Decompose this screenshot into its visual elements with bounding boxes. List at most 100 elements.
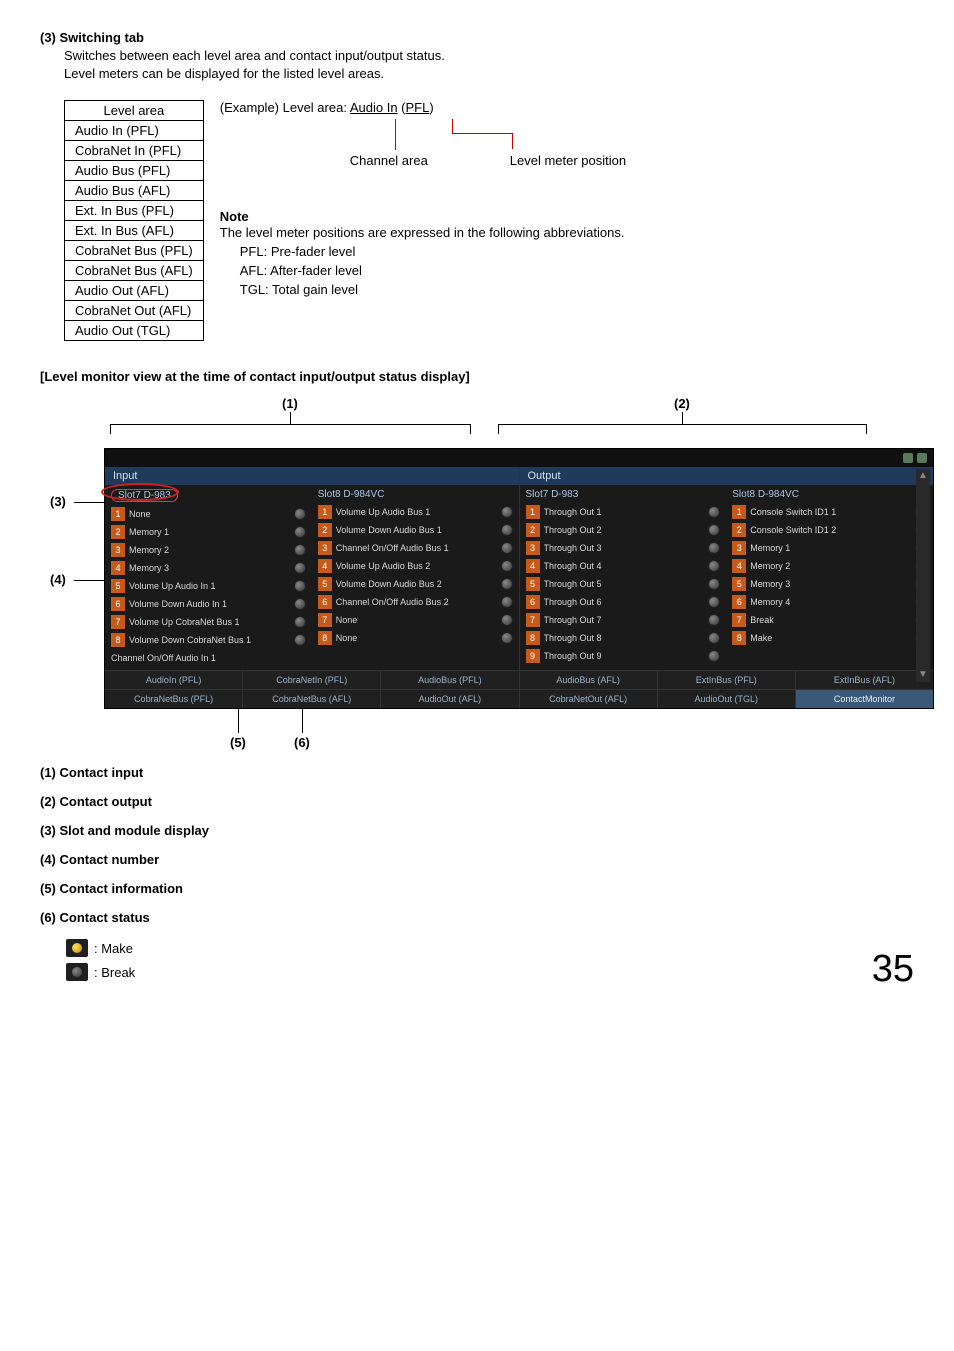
list-item: 5Volume Up Audio In 1	[111, 578, 306, 594]
contact-info: Console Switch ID1 2	[750, 525, 911, 535]
list-item: 4Memory 2	[732, 558, 927, 574]
status-led-icon	[294, 634, 306, 646]
tab-cobranetbus-afl[interactable]: CobraNetBus (AFL)	[243, 690, 381, 708]
contact-info: Through Out 5	[544, 579, 705, 589]
input-slot-7: Slot7 D-983 1None2Memory 13Memory 24Memo…	[105, 485, 312, 670]
contact-info: Through Out 7	[544, 615, 705, 625]
tab-audiobus-pfl[interactable]: AudioBus (PFL)	[381, 671, 519, 689]
example-pos-label: Level meter position	[510, 153, 626, 168]
input-header: Input	[105, 467, 519, 485]
list-item: 3Memory 1	[732, 540, 927, 556]
contact-info: Through Out 3	[544, 543, 705, 553]
contact-number: 6	[526, 595, 540, 609]
contact-number: 8	[526, 631, 540, 645]
status-led-icon	[501, 632, 513, 644]
example-channel: Audio In	[350, 100, 398, 115]
list-item: 4Through Out 4	[526, 558, 721, 574]
contact-info: Memory 2	[750, 561, 911, 571]
status-led-icon	[501, 524, 513, 536]
contact-info: Volume Up Audio Bus 2	[336, 561, 497, 571]
list-item: 1Console Switch ID1 1	[732, 504, 927, 520]
tab-audioin-pfl[interactable]: AudioIn (PFL)	[105, 671, 243, 689]
tab-extinbus-afl[interactable]: ExtInBus (AFL)	[796, 671, 933, 689]
status-led-icon	[294, 580, 306, 592]
tab-audiobus-afl[interactable]: AudioBus (AFL)	[520, 671, 658, 689]
status-led-icon	[708, 632, 720, 644]
list-item: 7 Volume Up CobraNet Bus 1	[111, 614, 306, 630]
status-led-icon	[708, 560, 720, 572]
contact-number: 6	[732, 595, 746, 609]
status-led-icon	[294, 616, 306, 628]
contact-info: Volume Up CobraNet Bus 1	[129, 617, 290, 627]
status-led-icon	[294, 598, 306, 610]
annotation-top: (1) (2)	[44, 396, 914, 448]
list-item: 6 Through Out 6	[526, 594, 721, 610]
note-pfl: PFL: Pre-fader level	[240, 243, 914, 262]
list-item: 5 Through Out 5	[526, 576, 721, 592]
contact-number: 3	[526, 541, 540, 555]
list-item: 1Through Out 1	[526, 504, 721, 520]
scrollbar[interactable]: ▲ ▼	[916, 469, 930, 682]
contact-info: Memory 1	[750, 543, 911, 553]
list-item: 7Break	[732, 612, 927, 628]
contact-info: Volume Down Audio In 1	[129, 599, 290, 609]
contact-info: Through Out 8	[544, 633, 705, 643]
list-item: 7None	[318, 612, 513, 628]
page-number: 35	[872, 948, 914, 991]
status-led-icon	[708, 542, 720, 554]
tab-audioout-tgl[interactable]: AudioOut (TGL)	[658, 690, 796, 708]
section-3-heading: (3) Switching tab	[40, 30, 914, 45]
contact-number: 1	[318, 505, 332, 519]
status-led-icon	[501, 506, 513, 518]
tab-contactmonitor[interactable]: ContactMonitor	[796, 690, 933, 708]
status-led-icon	[294, 562, 306, 574]
list-item: 1None	[111, 506, 306, 522]
tab-cobranetbus-pfl[interactable]: CobraNetBus (PFL)	[105, 690, 243, 708]
note-tgl: TGL: Total gain level	[240, 281, 914, 300]
level-area-header: Level area	[65, 101, 204, 121]
section-3-line2: Level meters can be displayed for the li…	[64, 65, 914, 83]
contact-info: Memory 3	[750, 579, 911, 589]
status-led-icon	[501, 614, 513, 626]
tab-extinbus-pfl[interactable]: ExtInBus (PFL)	[658, 671, 796, 689]
contact-number: 9	[526, 649, 540, 663]
contact-info: Through Out 6	[544, 597, 705, 607]
status-break-label: : Break	[94, 965, 135, 980]
level-area-row: Audio Out (TGL)	[65, 321, 204, 341]
contact-info: Through Out 1	[544, 507, 705, 517]
status-led-icon	[501, 578, 513, 590]
list-item: 2Through Out 2	[526, 522, 721, 538]
status-led-icon	[294, 508, 306, 520]
contact-info: Memory 3	[129, 563, 290, 573]
output-slot8-title: Slot8 D-984VC	[732, 489, 927, 500]
contact-info: Volume Down Audio Bus 1	[336, 525, 497, 535]
status-led-icon	[294, 544, 306, 556]
window-control-icon[interactable]	[903, 453, 913, 463]
list-item: 5Memory 3	[732, 576, 927, 592]
tab-audioout-afl[interactable]: AudioOut (AFL)	[381, 690, 519, 708]
scroll-down-icon[interactable]: ▼	[918, 670, 928, 680]
tab-cobranetin-pfl[interactable]: CobraNetIn (PFL)	[243, 671, 381, 689]
window-control-icon[interactable]	[917, 453, 927, 463]
list-item: 5Volume Down Audio Bus 2	[318, 576, 513, 592]
list-item: 6Channel On/Off Audio Bus 2	[318, 594, 513, 610]
contact-number: 5	[526, 577, 540, 591]
tab-cobranetout-afl[interactable]: CobraNetOut (AFL)	[520, 690, 658, 708]
contact-info: Channel On/Off Audio Bus 2	[336, 597, 497, 607]
note-afl: AFL: After-fader level	[240, 262, 914, 281]
section-3-body: Switches between each level area and con…	[64, 47, 914, 82]
break-led-icon	[66, 963, 88, 981]
output-header: Output	[520, 467, 934, 485]
contact-number: 7	[111, 615, 125, 629]
level-monitor-heading: [Level monitor view at the time of conta…	[40, 369, 914, 384]
level-area-row: Ext. In Bus (PFL)	[65, 201, 204, 221]
contact-info: Memory 2	[129, 545, 290, 555]
scroll-up-icon[interactable]: ▲	[918, 471, 928, 481]
contact-info: Memory 1	[129, 527, 290, 537]
contact-number: 7	[318, 613, 332, 627]
level-area-row: Audio Out (AFL)	[65, 281, 204, 301]
section-3-line1: Switches between each level area and con…	[64, 47, 914, 65]
contact-number: 3	[111, 543, 125, 557]
list-item: 8None	[318, 630, 513, 646]
example-connectors: Channel area Level meter position	[220, 119, 914, 179]
